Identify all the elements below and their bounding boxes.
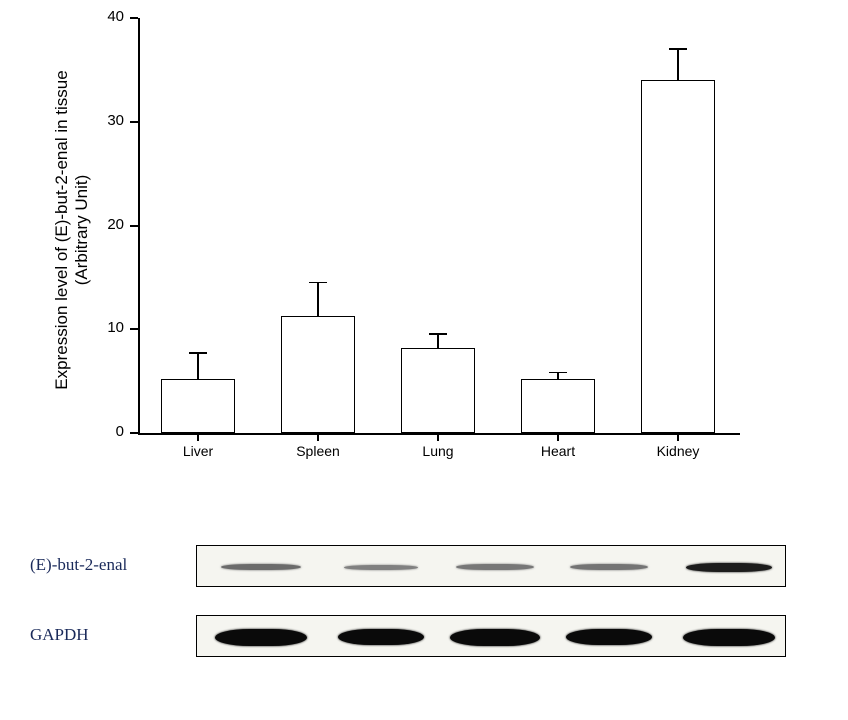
x-tick: [677, 433, 679, 441]
error-bar: [317, 282, 319, 316]
x-tick-label: Liver: [148, 443, 248, 459]
x-tick-label: Kidney: [628, 443, 728, 459]
blot-band: [683, 629, 775, 646]
bar: [641, 80, 715, 433]
y-tick-label: 40: [88, 8, 124, 25]
blot-band: [456, 564, 534, 570]
blot-band: [686, 563, 772, 572]
bar: [521, 379, 595, 433]
y-tick-label: 10: [88, 319, 124, 336]
y-tick-label: 0: [88, 423, 124, 440]
blot-label-target: (E)-but-2-enal: [30, 555, 127, 575]
error-bar: [197, 352, 199, 379]
y-axis-label: Expression level of (E)-but-2-enal in ti…: [52, 20, 92, 440]
error-cap: [189, 352, 207, 354]
x-tick: [197, 433, 199, 441]
blot-band: [221, 564, 301, 570]
y-tick: [130, 225, 138, 227]
blot-band: [566, 629, 652, 645]
blot-band: [338, 629, 424, 645]
y-tick-label: 20: [88, 216, 124, 233]
blot-band: [215, 629, 307, 646]
error-bar: [437, 333, 439, 348]
blot-band: [450, 629, 540, 646]
y-tick: [130, 17, 138, 19]
blot-row-gapdh: [196, 615, 786, 657]
x-tick: [317, 433, 319, 441]
blot-row-target: [196, 545, 786, 587]
y-tick: [130, 121, 138, 123]
bar: [161, 379, 235, 433]
y-tick: [130, 432, 138, 434]
x-tick-label: Heart: [508, 443, 608, 459]
y-tick: [130, 328, 138, 330]
error-cap: [309, 282, 327, 284]
error-cap: [549, 372, 567, 374]
x-tick: [437, 433, 439, 441]
error-bar: [677, 48, 679, 80]
blot-band: [344, 565, 418, 570]
bar: [401, 348, 475, 433]
error-cap: [669, 48, 687, 50]
bar: [281, 316, 355, 433]
y-axis-label-line1: Expression level of (E)-but-2-enal in ti…: [52, 20, 72, 440]
blot-label-gapdh: GAPDH: [30, 625, 89, 645]
x-tick: [557, 433, 559, 441]
blot-band: [570, 564, 648, 570]
x-tick-label: Lung: [388, 443, 488, 459]
x-tick-label: Spleen: [268, 443, 368, 459]
error-cap: [429, 333, 447, 335]
y-tick-label: 30: [88, 112, 124, 129]
